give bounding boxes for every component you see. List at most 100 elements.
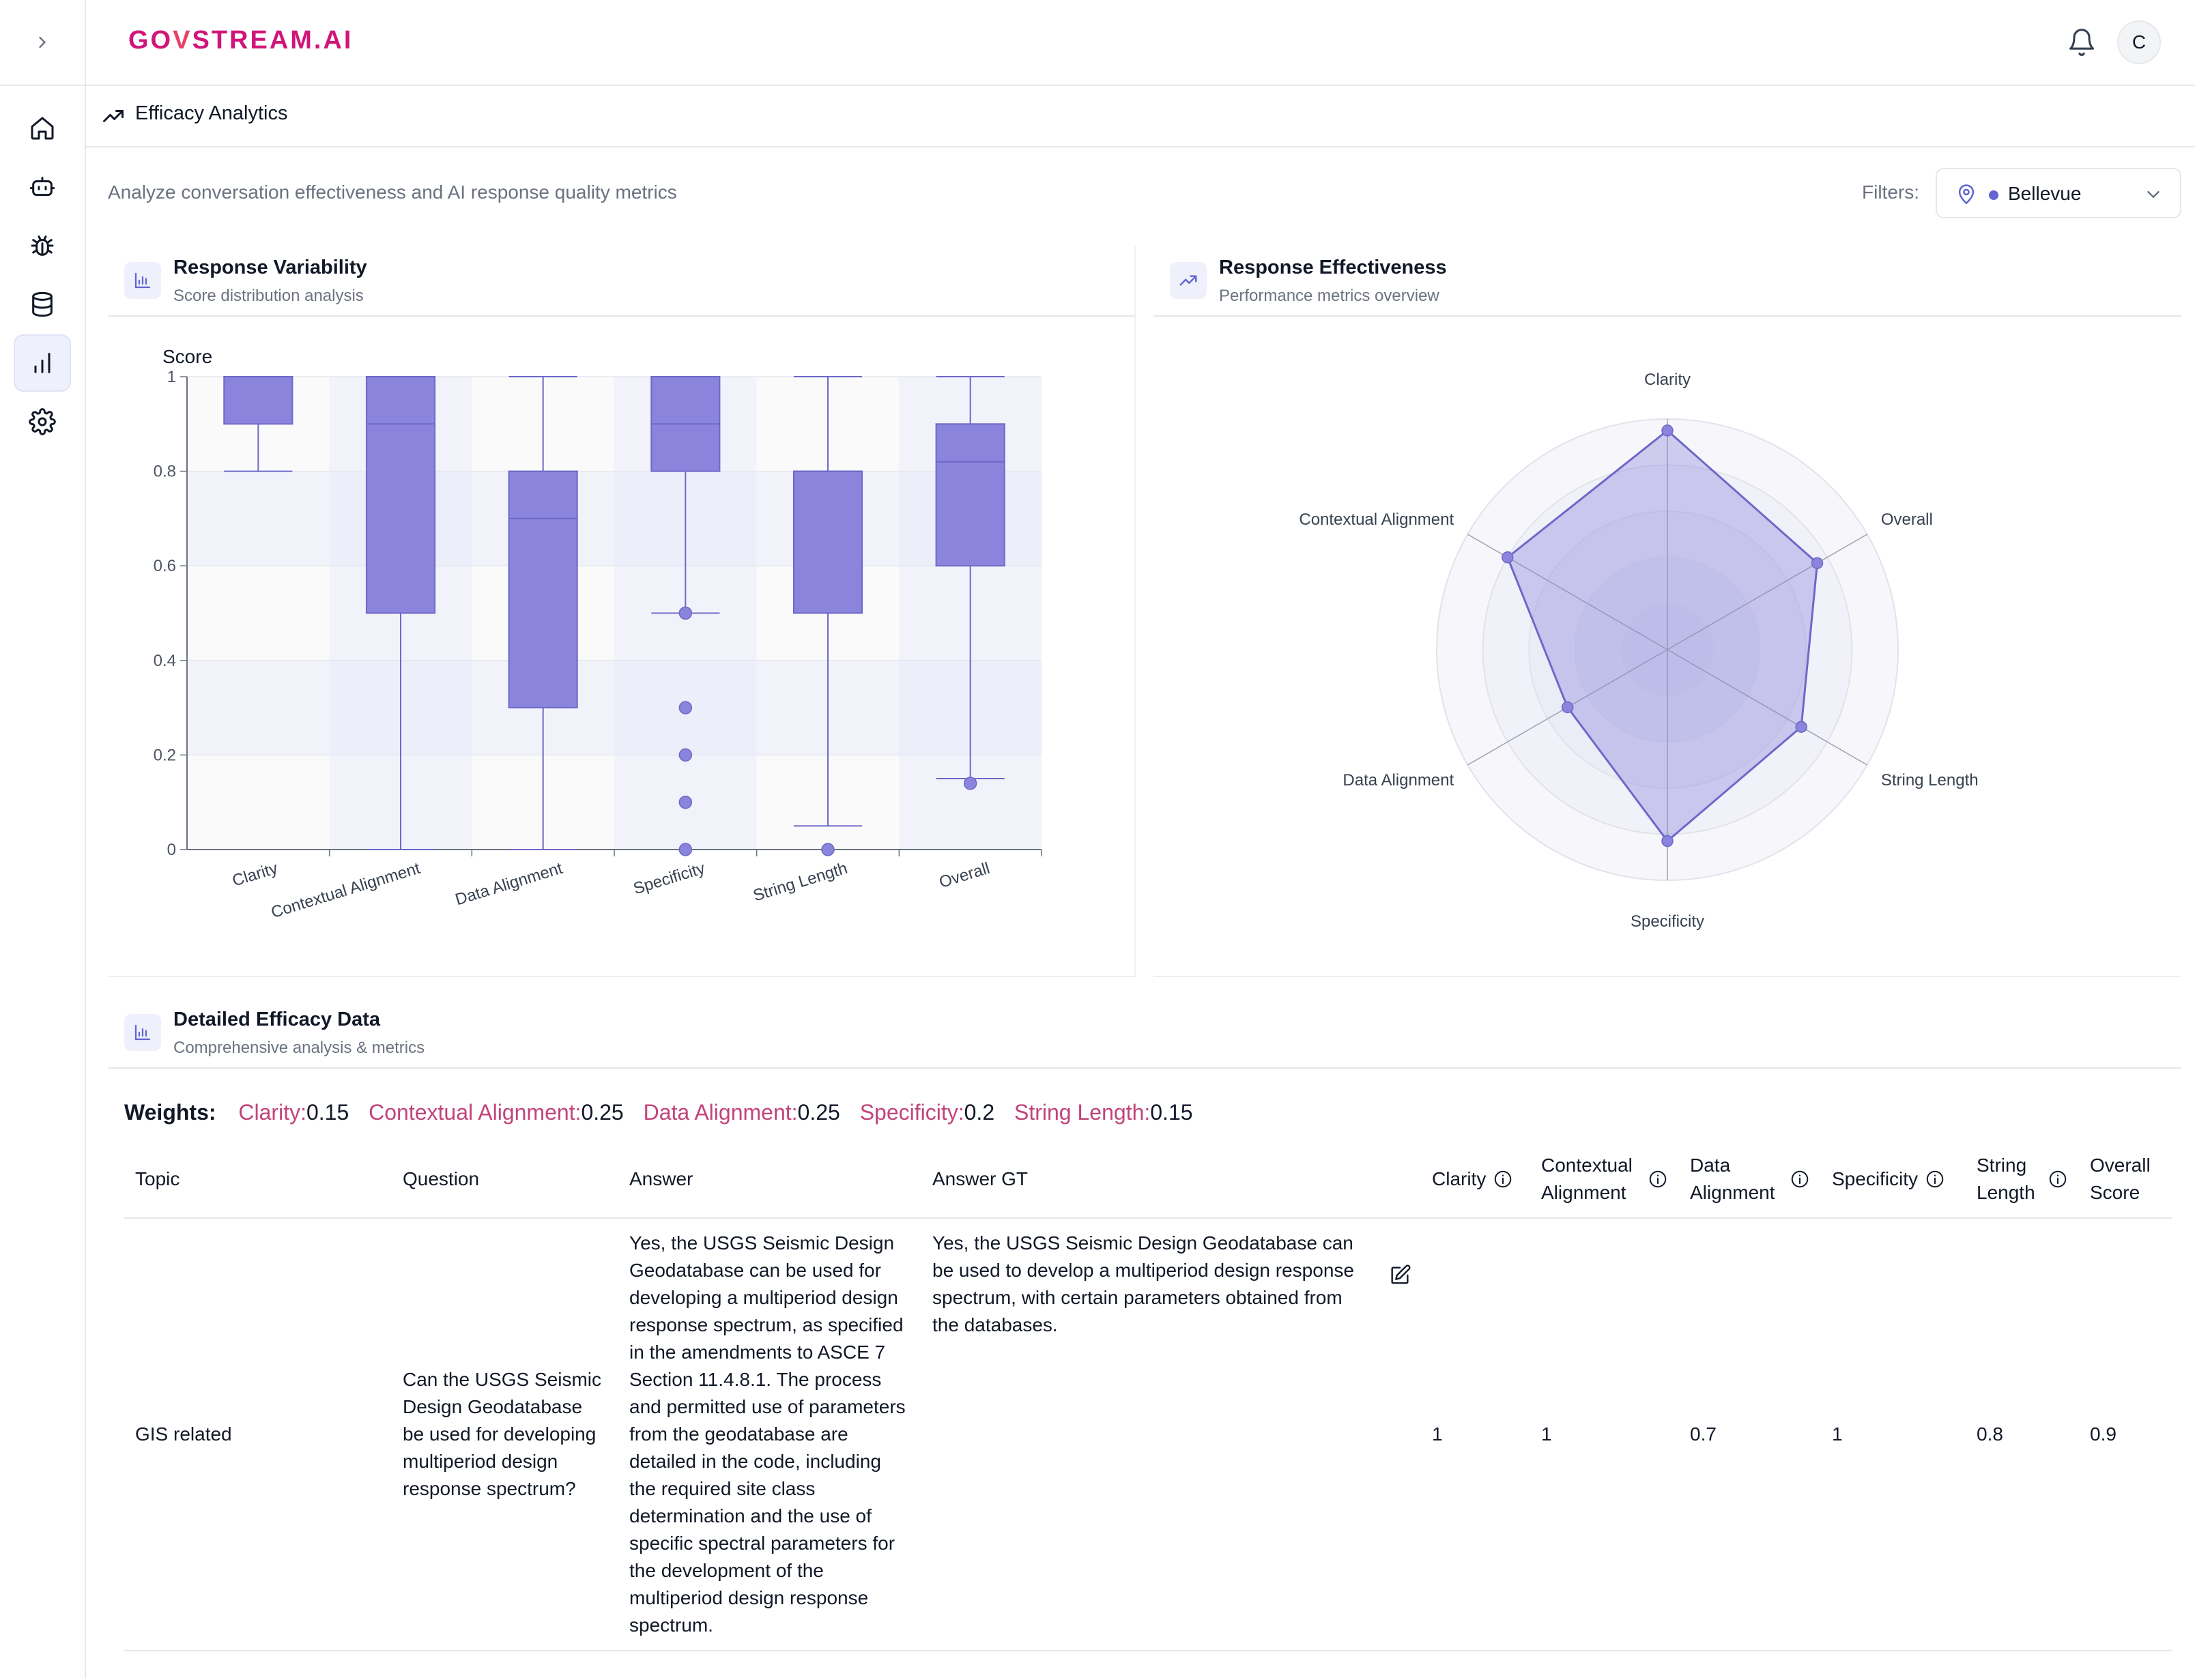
col-answer[interactable]: Answer [618, 1141, 921, 1219]
col-question[interactable]: Question [392, 1141, 618, 1219]
detailed-efficacy-card: Detailed Efficacy Data Comprehensive ana… [108, 998, 2181, 1680]
radar-point [1561, 701, 1574, 714]
cell-answer-gt: Yes, the USGS Seismic Design Geodatabase… [921, 1218, 1421, 1651]
col-overall-score[interactable]: Overall Score [2079, 1141, 2172, 1219]
logo-text-stream: STREAM.AI [192, 26, 354, 55]
radar-chart: Clarity Overall String Length Specificity Da… [1299, 371, 1978, 931]
bar-chart-icon [34, 353, 51, 373]
card-title: Detailed Efficacy Data [173, 1009, 381, 1030]
location-filter-select[interactable]: Bellevue [1936, 168, 2181, 218]
info-icon[interactable] [2048, 1169, 2068, 1189]
cell-overall-score: 0.9 [2079, 1218, 2172, 1651]
y-tick-label: 0.8 [154, 463, 176, 481]
info-icon[interactable] [1925, 1169, 1945, 1189]
sidebar-nav [0, 100, 85, 452]
radar-point [1795, 721, 1807, 733]
box-contextual-alignment [365, 376, 436, 614]
cell-contextual-alignment: 1 [1530, 1218, 1679, 1651]
govstream-logo[interactable]: GOVSTREAM.AI [128, 26, 353, 55]
col-topic[interactable]: Topic [124, 1141, 392, 1219]
chevron-right-icon [39, 36, 46, 48]
response-effectiveness-card: Response Effectiveness Performance metri… [1153, 246, 2181, 977]
page-subtitle: Analyze conversation effectiveness and A… [108, 182, 677, 203]
outlier-point [678, 701, 693, 714]
box-string-length [792, 470, 863, 614]
outlier-point [963, 777, 977, 790]
sidebar-item-bot[interactable] [14, 158, 71, 216]
info-icon[interactable] [1790, 1169, 1810, 1189]
weight-name: Specificity [859, 1100, 958, 1125]
answer-gt-text: Yes, the USGS Seismic Design Geodatabase… [932, 1232, 1354, 1335]
col-contextual-alignment[interactable]: Contextual Alignment [1530, 1141, 1679, 1219]
col-string-length[interactable]: String Length [1966, 1141, 2079, 1219]
col-answer-gt[interactable]: Answer GT [921, 1141, 1421, 1219]
user-avatar[interactable]: C [2117, 20, 2161, 64]
radar-point [1502, 551, 1514, 564]
y-tick-label: 0.2 [154, 746, 176, 764]
weight-string-length: String Length:0.15 [1014, 1100, 1193, 1125]
bot-icon [29, 177, 55, 197]
bell-icon[interactable] [2067, 27, 2097, 57]
cell-data-alignment: 0.7 [1679, 1218, 1821, 1651]
location-dot [1989, 190, 1998, 200]
sidebar-item-settings[interactable] [14, 393, 71, 450]
y-tick-label: 0.4 [154, 652, 176, 670]
info-icon[interactable] [1493, 1169, 1513, 1189]
col-label: Contextual Alignment [1541, 1155, 1633, 1203]
plot-band [187, 660, 330, 755]
info-icon[interactable] [1648, 1169, 1668, 1189]
card-icon [1170, 262, 1207, 299]
breadcrumb: Efficacy Analytics [85, 86, 2195, 147]
col-label: Clarity [1432, 1168, 1487, 1189]
plot-band [187, 566, 330, 661]
sidebar-item-analytics[interactable] [14, 334, 71, 392]
table-row: GIS related Can the USGS Seismic Design … [124, 1218, 2172, 1651]
trending-up-icon [1179, 275, 1197, 286]
edit-icon[interactable] [1388, 1264, 1411, 1287]
card-subtitle: Score distribution analysis [173, 287, 364, 305]
weight-name: String Length [1014, 1100, 1145, 1125]
top-header: GOVSTREAM.AI C [85, 0, 2195, 86]
efficacy-table: Topic Question Answer Answer GT Clarity … [124, 1141, 2172, 1651]
radar-spoke [1467, 534, 1668, 650]
box-overall [935, 423, 1005, 567]
radar-axis-label: Data Alignment [1343, 771, 1454, 790]
radar-axis-label: Clarity [1644, 371, 1691, 389]
cell-question: Can the USGS Seismic Design Geodatabase … [392, 1218, 618, 1651]
cell-string-length: 0.8 [1966, 1218, 2079, 1651]
cell-topic: GIS related [124, 1218, 392, 1651]
weight-clarity: Clarity:0.15 [238, 1100, 349, 1125]
card-icon [124, 1014, 161, 1051]
weights-label-text: Weights [124, 1100, 209, 1125]
sidebar-expand-button[interactable] [0, 0, 85, 86]
trending-up-icon [103, 110, 124, 122]
card-icon [124, 262, 161, 299]
gear-icon [29, 408, 56, 435]
table-header-row: Topic Question Answer Answer GT Clarity … [124, 1141, 2172, 1219]
sidebar-item-database[interactable] [14, 276, 71, 333]
plot-band [187, 471, 330, 566]
col-specificity[interactable]: Specificity [1821, 1141, 1966, 1219]
radar-point [1661, 835, 1674, 848]
weight-value: 0.15 [1150, 1100, 1193, 1125]
box-data-alignment [508, 470, 578, 709]
col-data-alignment[interactable]: Data Alignment [1679, 1141, 1821, 1219]
bug-icon [31, 235, 54, 256]
y-tick-label: 0 [167, 841, 176, 859]
card-subtitle: Performance metrics overview [1219, 287, 1439, 305]
weight-name: Data Alignment [643, 1100, 792, 1125]
sidebar-item-bugs[interactable] [14, 217, 71, 274]
outlier-point [821, 843, 835, 856]
database-icon [32, 291, 53, 317]
sidebar-item-home[interactable] [14, 100, 71, 157]
logo-text-go: GO [128, 26, 173, 55]
weight-value: 0.25 [797, 1100, 840, 1125]
weight-name: Clarity [238, 1100, 301, 1125]
x-tick-label: String Length [751, 859, 849, 906]
outlier-point [678, 748, 693, 762]
col-clarity[interactable]: Clarity [1421, 1141, 1530, 1219]
box-clarity [223, 376, 293, 425]
cell-specificity: 1 [1821, 1218, 1966, 1651]
